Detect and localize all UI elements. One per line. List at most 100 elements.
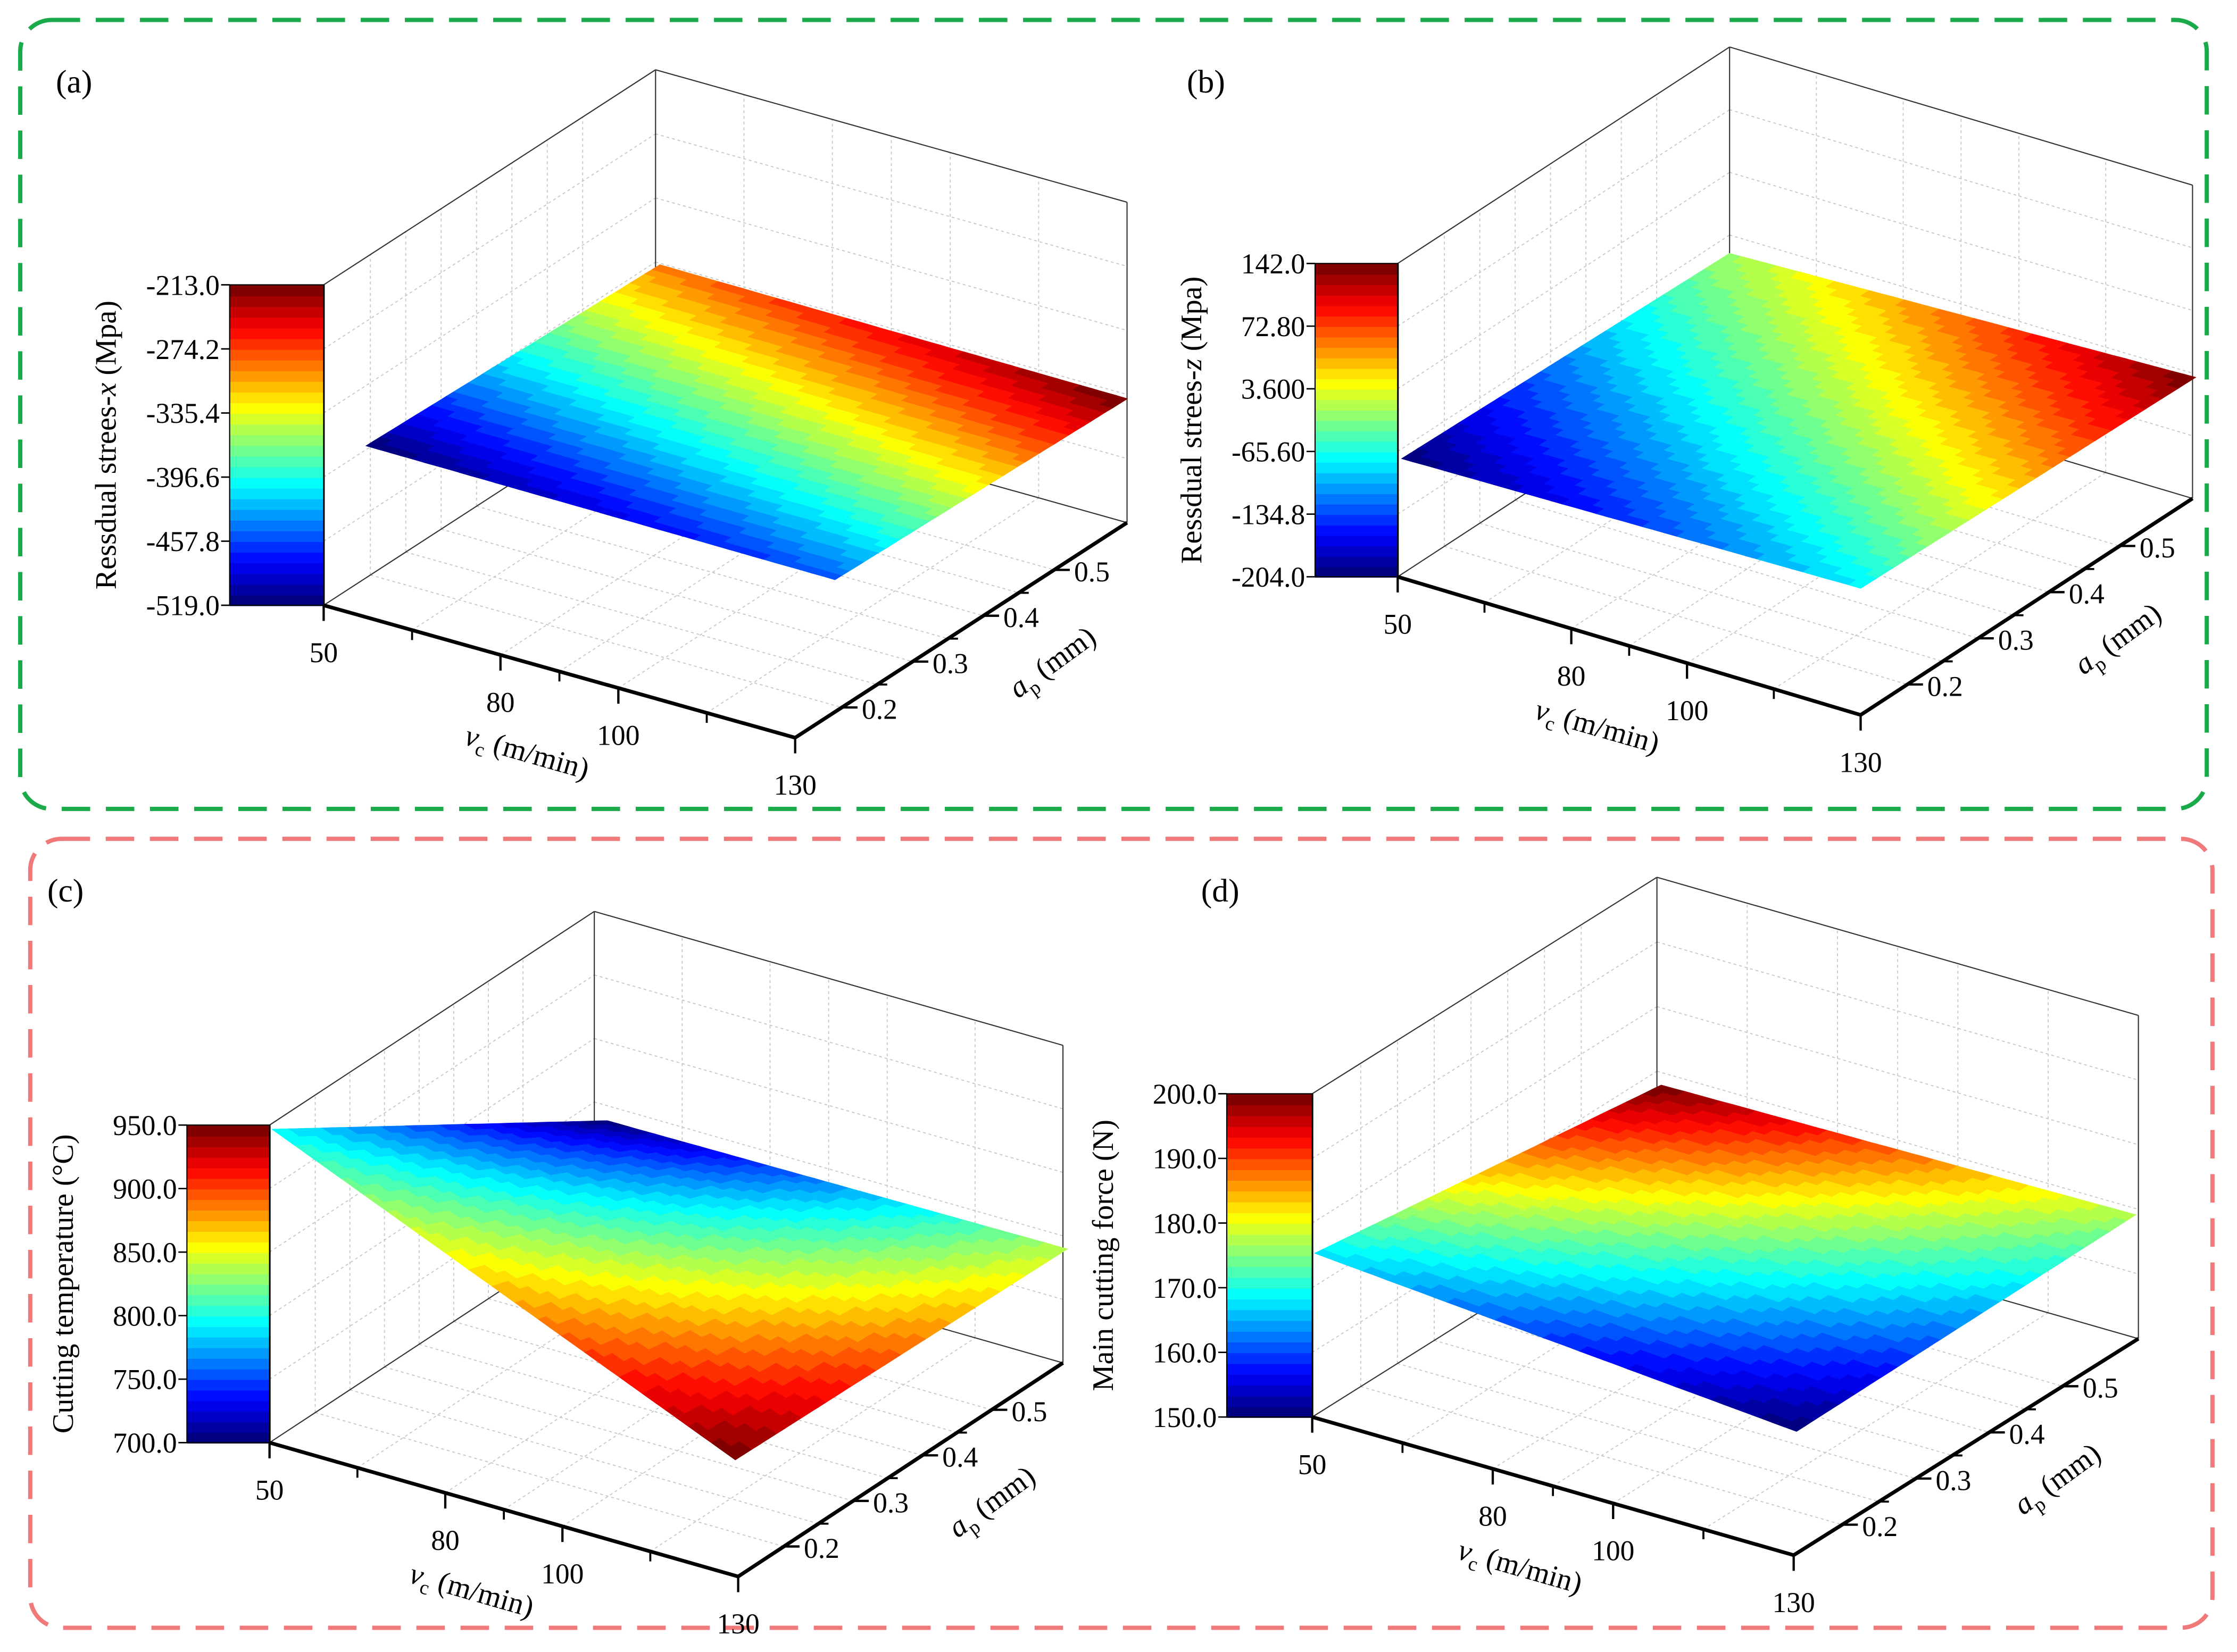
colorbar-band bbox=[1315, 347, 1398, 358]
colorbar-band bbox=[1315, 388, 1398, 401]
ap-tick-label: 0.2 bbox=[1927, 670, 1963, 702]
colorbar-band bbox=[1315, 462, 1398, 473]
colorbar-tick-label: -335.4 bbox=[146, 397, 220, 429]
colorbar-band bbox=[1315, 441, 1398, 453]
colorbar-band bbox=[1315, 410, 1398, 421]
colorbar-band bbox=[229, 552, 324, 564]
gridline bbox=[655, 133, 1127, 267]
colorbar-band bbox=[1315, 399, 1398, 411]
ap-tick-label: 0.4 bbox=[1003, 602, 1039, 633]
gridline bbox=[655, 261, 1127, 395]
colorbar-band bbox=[229, 295, 324, 307]
z-axis-title-unit: (Mpa) bbox=[1175, 277, 1208, 359]
colorbar-band bbox=[1315, 305, 1398, 317]
colorbar-band bbox=[229, 316, 324, 329]
colorbar-band bbox=[1315, 368, 1398, 379]
colorbar-band bbox=[229, 370, 324, 382]
colorbar-tick-label: 3.600 bbox=[1241, 373, 1305, 405]
colorbar-band bbox=[1315, 430, 1398, 442]
vc-tick-label: 50 bbox=[310, 637, 338, 669]
colorbar-band bbox=[229, 381, 324, 393]
colorbar-band bbox=[229, 434, 324, 446]
colorbar-band bbox=[1315, 545, 1398, 557]
colorbar-band bbox=[229, 306, 324, 318]
colorbar-band bbox=[229, 391, 324, 404]
bottom-group-frame bbox=[28, 837, 2215, 1630]
vc-tick-label: 130 bbox=[774, 769, 817, 801]
colorbar-band bbox=[1315, 357, 1398, 369]
colorbar-band bbox=[229, 466, 324, 478]
colorbar-tick-label: -274.2 bbox=[146, 333, 220, 365]
gridline bbox=[655, 197, 1127, 331]
colorbar-tick-label: -65.60 bbox=[1232, 436, 1305, 468]
colorbar-band bbox=[229, 338, 324, 350]
colorbar-tick-label: -457.8 bbox=[146, 525, 220, 557]
z-axis-title-unit: (Mpa) bbox=[89, 301, 122, 383]
colorbar-band bbox=[229, 327, 324, 339]
z-axis-title-variable: x bbox=[89, 383, 122, 397]
colorbar-tick-label: 72.80 bbox=[1241, 311, 1305, 343]
colorbar-band bbox=[1315, 336, 1398, 348]
colorbar-band bbox=[1315, 556, 1398, 568]
ap-tick-label: 0.3 bbox=[1998, 624, 2034, 656]
colorbar-band bbox=[1315, 514, 1398, 525]
colorbar-band bbox=[229, 594, 324, 606]
colorbar-band bbox=[1315, 315, 1398, 327]
colorbar-band bbox=[1315, 535, 1398, 547]
z-axis-title-variable: z bbox=[1175, 358, 1208, 371]
ap-tick-label: 0.2 bbox=[862, 694, 897, 725]
colorbar-band bbox=[1315, 482, 1398, 494]
colorbar-band bbox=[1315, 524, 1398, 536]
colorbar-tick-label: -396.6 bbox=[146, 462, 220, 494]
colorbar-band bbox=[229, 530, 324, 543]
colorbar-tick-label: -204.0 bbox=[1232, 561, 1305, 593]
z-axis-title: Ressdual strees-x (Mpa) bbox=[89, 301, 122, 589]
vc-tick-label: 50 bbox=[1384, 608, 1412, 640]
colorbar-band bbox=[229, 477, 324, 489]
vc-tick-label: 100 bbox=[1666, 695, 1708, 727]
z-axis-title-text: Ressdual strees- bbox=[1175, 370, 1208, 564]
colorbar-band bbox=[229, 402, 324, 414]
colorbar-band bbox=[229, 360, 324, 371]
vc-tick-label: 80 bbox=[1557, 660, 1586, 692]
colorbar-band bbox=[229, 573, 324, 585]
colorbar-band bbox=[229, 541, 324, 553]
ap-tick-label: 0.5 bbox=[2140, 532, 2175, 564]
colorbar-band bbox=[1315, 566, 1398, 578]
colorbar-band bbox=[1315, 326, 1398, 338]
colorbar-band bbox=[1315, 493, 1398, 505]
colorbar-band bbox=[229, 509, 324, 521]
panel-label: (a) bbox=[56, 64, 92, 100]
colorbar-band bbox=[1315, 378, 1398, 390]
colorbar-band bbox=[229, 413, 324, 425]
colorbar-band bbox=[1315, 472, 1398, 484]
colorbar-band bbox=[229, 498, 324, 510]
vc-tick-label: 100 bbox=[597, 720, 639, 752]
colorbar-band bbox=[229, 520, 324, 532]
colorbar-band bbox=[229, 488, 324, 499]
ap-tick-label: 0.5 bbox=[1074, 556, 1110, 588]
gridline bbox=[476, 505, 949, 639]
colorbar-band bbox=[229, 455, 324, 468]
colorbar-band bbox=[1315, 263, 1398, 275]
box-edge bbox=[655, 69, 1127, 203]
colorbar-band bbox=[229, 285, 324, 297]
vc-tick-label: 130 bbox=[1839, 746, 1882, 778]
colorbar-band bbox=[1315, 451, 1398, 463]
colorbar-band bbox=[229, 562, 324, 574]
colorbar-band bbox=[229, 423, 324, 436]
colorbar-tick-label: -134.8 bbox=[1232, 498, 1305, 530]
z-axis-title: Ressdual strees-z (Mpa) bbox=[1175, 277, 1208, 564]
panel-label: (b) bbox=[1187, 64, 1225, 100]
colorbar-band bbox=[229, 349, 324, 361]
colorbar-band bbox=[1315, 503, 1398, 515]
gridline bbox=[370, 574, 842, 708]
surface-plot-a: -519.0-457.8-396.6-335.4-274.2-213.0Ress… bbox=[56, 64, 1128, 801]
colorbar-band bbox=[229, 583, 324, 596]
colorbar-band bbox=[1315, 284, 1398, 296]
box-edge bbox=[323, 69, 656, 286]
ap-tick-label: 0.4 bbox=[2069, 578, 2105, 610]
top-group-frame bbox=[18, 18, 2209, 811]
